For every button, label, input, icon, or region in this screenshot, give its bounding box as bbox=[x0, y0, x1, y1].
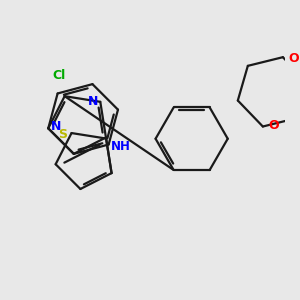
Text: O: O bbox=[268, 118, 278, 132]
Text: O: O bbox=[288, 52, 298, 65]
Text: S: S bbox=[58, 128, 67, 141]
Text: NH: NH bbox=[111, 140, 130, 153]
Text: N: N bbox=[50, 120, 61, 134]
Text: Cl: Cl bbox=[52, 69, 66, 82]
Text: N: N bbox=[88, 95, 98, 108]
